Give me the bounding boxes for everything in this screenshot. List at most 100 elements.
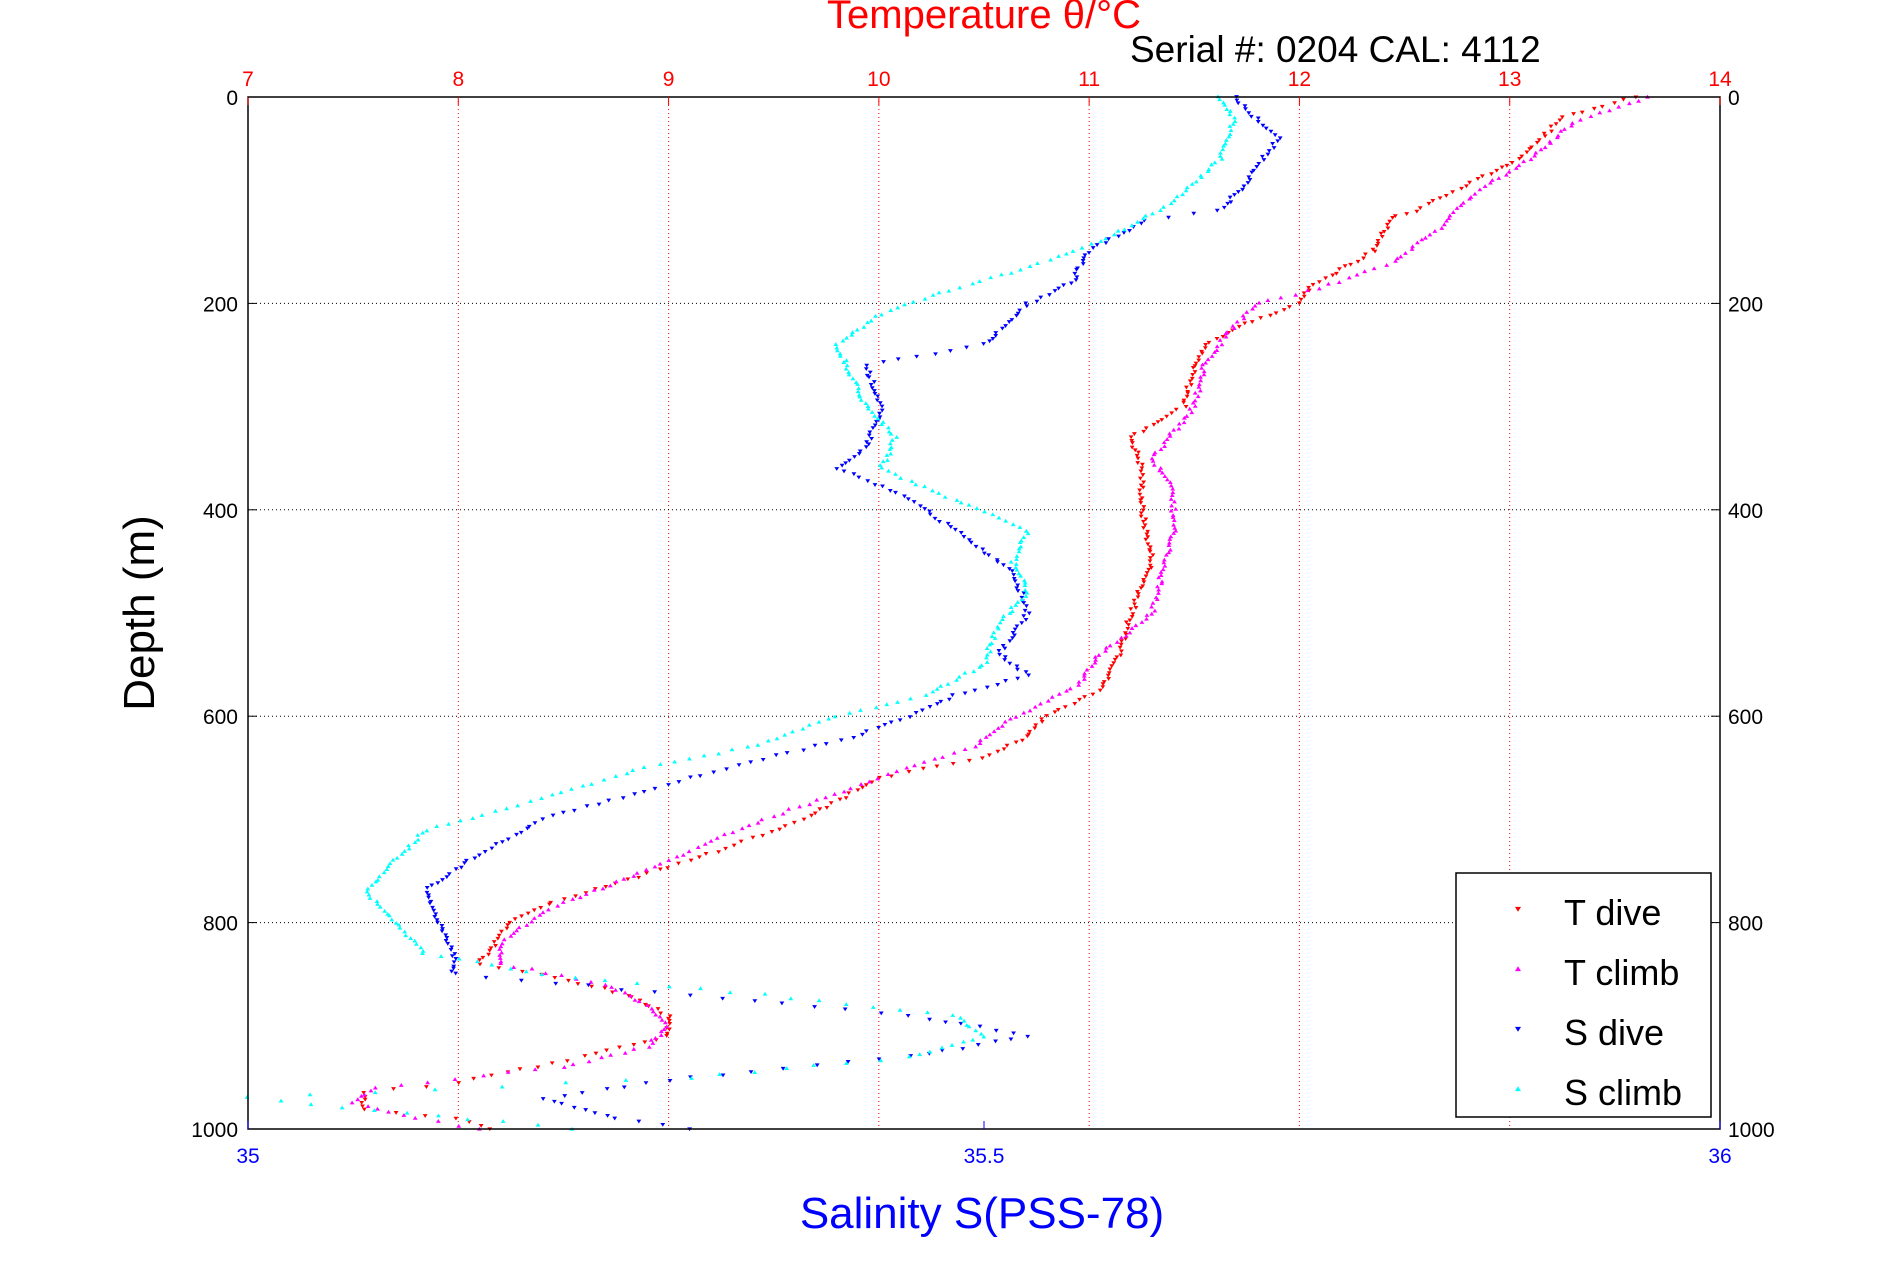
data-point [1372,249,1378,254]
data-point [555,903,561,908]
data-point [760,757,766,762]
data-point [863,367,869,372]
data-point [801,748,807,753]
data-point [807,802,813,807]
data-point [1088,241,1094,246]
data-point [1219,156,1225,161]
data-point [1007,639,1013,644]
data-point [1158,208,1163,212]
temperature-tick-label: 11 [1078,68,1100,91]
data-point [434,918,440,923]
data-point [864,363,870,368]
data-point [1221,143,1226,148]
data-point [823,742,829,746]
data-point [650,1041,656,1045]
data-point [1106,671,1112,676]
data-point [591,887,597,892]
data-point [816,719,822,724]
data-point [1129,614,1135,619]
data-point [1010,609,1015,614]
data-point [666,858,672,862]
data-point [886,468,891,473]
data-point [720,1073,726,1078]
data-point [514,928,520,933]
data-point [774,736,780,741]
data-point [887,441,893,446]
data-point [1270,141,1275,146]
data-point [486,952,492,957]
data-point [465,1117,471,1122]
data-point [861,324,867,329]
data-point [1415,240,1420,245]
data-point [550,813,556,818]
data-point [1242,321,1248,326]
data-point [714,835,720,840]
data-point [939,1045,945,1050]
data-point [1180,192,1186,197]
data-point [838,738,844,743]
data-point [1548,124,1554,129]
data-point [843,1002,849,1006]
data-point [1140,216,1146,221]
data-point [562,1094,568,1098]
data-point [1101,680,1107,685]
data-point [951,750,957,755]
data-point [997,620,1003,625]
data-point [834,467,840,471]
data-point [1217,97,1223,102]
data-point [1553,122,1559,127]
data-point [1103,236,1109,241]
data-point [1200,362,1205,367]
data-point [652,990,658,995]
data-point [824,806,830,810]
data-point [1439,225,1445,230]
data-point [1245,181,1251,185]
data-point [1012,579,1018,584]
legend-marker [1515,906,1521,912]
data-point [1558,128,1564,133]
data-point [1159,418,1165,422]
data-point [1172,525,1178,530]
data-point [551,1099,557,1104]
data-point [631,873,637,878]
data-point [846,791,852,796]
data-point [488,946,494,951]
data-point [1010,636,1015,641]
data-point [833,342,839,346]
data-point [539,972,545,976]
data-point [897,718,903,723]
data-point [848,786,853,791]
data-point [780,811,786,816]
data-point [1142,523,1148,528]
data-point [546,907,551,912]
data-point [445,941,451,946]
data-point [1189,181,1195,186]
data-point [1155,584,1160,589]
data-point [1232,193,1237,197]
legend-label: S climb [1564,1072,1682,1113]
data-point [607,883,613,888]
data-point [456,1081,462,1086]
data-point [865,479,871,484]
data-point [932,516,938,521]
data-point [1266,149,1272,154]
data-point [1591,106,1597,111]
data-point [1013,562,1019,566]
data-point [493,842,499,847]
data-point [443,933,449,938]
data-point [996,515,1002,520]
data-point [603,982,608,987]
data-point [996,648,1002,653]
data-point [1024,604,1029,609]
data-point [1203,360,1209,365]
data-point [1064,688,1070,693]
data-point [748,1070,754,1075]
data-point [909,479,915,483]
data-point [666,984,672,989]
data-point [641,765,647,769]
data-point [1019,621,1025,626]
data-points [244,94,1650,1132]
data-point [817,807,823,812]
data-point [666,1016,671,1021]
data-point [843,796,849,801]
